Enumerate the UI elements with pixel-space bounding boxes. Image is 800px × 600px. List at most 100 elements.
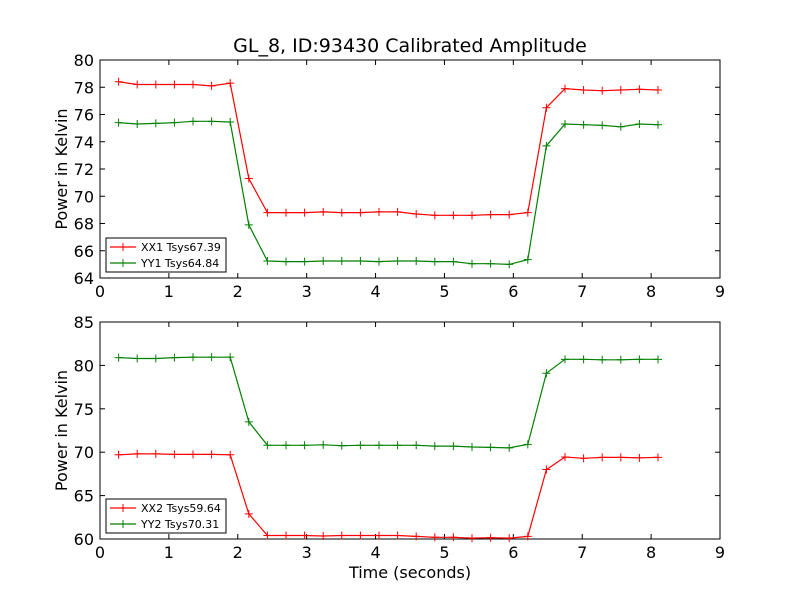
data-point-marker <box>542 465 551 474</box>
x-tick-label: 9 <box>715 282 725 301</box>
legend-label: XX2 Tsys59.64 <box>141 502 221 515</box>
data-point-marker <box>430 211 439 220</box>
y-axis-label: Power in Kelvin <box>52 108 71 229</box>
data-point-marker <box>430 533 439 542</box>
x-tick-label: 6 <box>508 543 518 562</box>
data-point-marker <box>151 449 160 458</box>
data-point-marker <box>561 452 569 461</box>
legend-box <box>105 237 227 273</box>
data-point-marker <box>616 85 625 94</box>
data-point-marker <box>300 257 309 266</box>
data-point-marker <box>598 355 607 364</box>
data-point-marker <box>319 256 328 265</box>
data-point-marker <box>523 532 532 541</box>
data-point-marker <box>412 532 421 541</box>
data-point-marker <box>170 118 179 127</box>
x-tick-label: 4 <box>370 282 380 301</box>
data-point-marker <box>375 531 383 540</box>
y-tick-label: 76 <box>74 106 94 125</box>
data-point-marker <box>486 533 495 542</box>
data-point-marker <box>226 79 235 88</box>
data-point-marker <box>189 450 197 459</box>
data-point-marker <box>244 220 253 229</box>
data-point-marker <box>337 208 346 217</box>
legend: XX1 Tsys67.39 YY1 Tsys64.84 <box>105 237 227 273</box>
data-point-marker <box>189 117 197 126</box>
data-point-marker <box>263 441 272 450</box>
data-point-marker <box>635 120 644 129</box>
data-point-marker <box>282 257 290 266</box>
y-tick-label: 75 <box>74 400 94 419</box>
x-tick-label: 3 <box>302 282 312 301</box>
data-point-marker <box>207 450 216 459</box>
data-point-marker <box>616 453 625 462</box>
data-point-marker <box>151 80 160 89</box>
data-point-marker <box>486 259 495 268</box>
data-point-marker <box>486 443 495 452</box>
data-point-marker <box>244 174 253 183</box>
y-tick-label: 70 <box>74 443 94 462</box>
data-point-marker <box>542 103 551 112</box>
data-point-marker <box>616 355 625 364</box>
y-tick-label: 78 <box>74 78 94 97</box>
data-point-marker <box>114 353 123 362</box>
data-point-marker <box>635 85 644 94</box>
y-tick-label: 64 <box>74 269 94 288</box>
y-tick-label: 70 <box>74 187 94 206</box>
data-point-marker <box>598 86 607 95</box>
x-tick-label: 1 <box>164 282 174 301</box>
data-point-marker <box>598 453 607 462</box>
y-tick-label: 72 <box>74 160 94 179</box>
data-point-marker <box>412 209 421 218</box>
legend: XX2 Tsys59.64 YY2 Tsys70.31 <box>105 498 227 534</box>
x-tick-label: 2 <box>233 543 243 562</box>
data-point-marker <box>505 260 514 269</box>
chart-title: GL_8, ID:93430 Calibrated Amplitude <box>233 35 587 57</box>
data-point-marker <box>523 440 532 449</box>
data-point-marker <box>263 531 272 540</box>
data-point-marker <box>542 369 551 378</box>
legend-label: YY2 Tsys70.31 <box>140 518 219 531</box>
x-tick-label: 5 <box>439 282 449 301</box>
x-tick-label: 0 <box>95 543 105 562</box>
data-point-marker <box>579 85 588 94</box>
data-point-marker <box>579 355 588 364</box>
data-point-marker <box>468 259 476 268</box>
data-point-marker <box>579 120 588 129</box>
data-point-marker <box>598 121 607 130</box>
x-tick-label: 9 <box>715 543 725 562</box>
y-tick-label: 60 <box>74 530 94 549</box>
x-tick-label: 6 <box>508 282 518 301</box>
data-point-marker <box>505 210 514 219</box>
data-point-marker <box>486 210 495 219</box>
data-point-marker <box>449 211 458 220</box>
data-point-marker <box>356 441 365 450</box>
x-tick-label: 7 <box>577 282 587 301</box>
data-point-marker <box>244 417 253 426</box>
data-point-marker <box>244 509 253 518</box>
x-tick-label: 2 <box>233 282 243 301</box>
data-point-marker <box>300 208 309 217</box>
x-tick-label: 1 <box>164 543 174 562</box>
data-point-marker <box>654 85 662 94</box>
data-point-marker <box>319 440 328 449</box>
data-point-marker <box>449 257 458 266</box>
data-point-marker <box>375 441 383 450</box>
data-point-marker <box>635 355 644 364</box>
data-point-marker <box>263 256 272 265</box>
data-point-marker <box>430 442 439 451</box>
data-point-marker <box>170 80 179 89</box>
y-axis-label: Power in Kelvin <box>52 370 71 491</box>
x-tick-label: 3 <box>302 543 312 562</box>
y-tick-label: 74 <box>74 133 94 152</box>
data-point-marker <box>133 120 142 129</box>
data-point-marker <box>356 256 365 265</box>
data-point-marker <box>393 531 402 540</box>
data-point-marker <box>505 534 514 543</box>
data-point-marker <box>375 207 383 216</box>
data-point-marker <box>300 531 309 540</box>
data-point-marker <box>282 208 290 217</box>
data-point-marker <box>319 207 328 216</box>
data-point-marker <box>114 450 123 459</box>
